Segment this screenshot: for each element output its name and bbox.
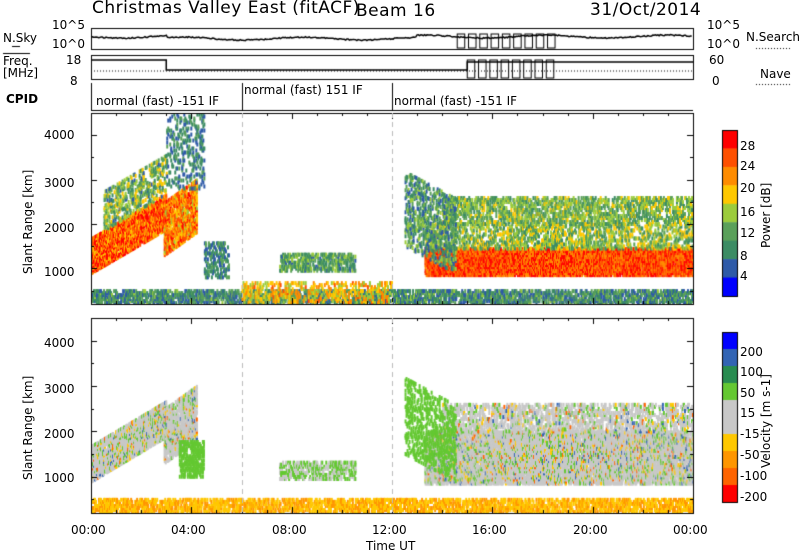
power-cb-tick-20: 20: [740, 181, 756, 195]
xtick-0: 00:00: [71, 523, 106, 537]
p2-ytick-2000: 2000: [44, 427, 75, 441]
xlabel: Time UT: [366, 539, 416, 553]
nsky-label: N.Sky: [3, 31, 38, 45]
nave-label: Nave: [760, 67, 791, 81]
xtick-5: 20:00: [573, 523, 608, 537]
cpid-label: CPID: [6, 92, 39, 106]
nave-tick-high: 60: [709, 53, 725, 67]
plot-title: Christmas Valley East (fitACF): [92, 0, 360, 18]
power-cb-tick-12: 12: [740, 226, 756, 240]
xtick-2: 08:00: [272, 523, 307, 537]
power-cb-tick-24: 24: [740, 159, 756, 173]
nsky-tick-high: 10^5: [52, 18, 85, 32]
vel-cb-tick-neg200: -200: [740, 490, 768, 504]
p2-ytick-4000: 4000: [44, 336, 75, 350]
power-cb-tick-8: 8: [740, 249, 748, 263]
date-label: 31/Oct/2014: [590, 0, 702, 20]
vel-cb-tick-neg100: -100: [740, 469, 768, 483]
vel-cb-tick-200: 200: [740, 345, 763, 359]
power-cb-tick-16: 16: [740, 205, 756, 219]
mode-label-3: normal (fast) -151 IF: [394, 94, 518, 108]
power-cb-tick-4: 4: [740, 269, 748, 283]
xtick-3: 12:00: [372, 523, 407, 537]
vel-cb-label: Velocity [m s-1]: [759, 374, 773, 468]
nsky-tick-low: 10^0: [52, 37, 85, 51]
freq-label: Freq.: [3, 54, 33, 68]
mhz-label: [MHz]: [3, 66, 39, 80]
nsearch-label: N.Search: [746, 30, 800, 44]
p1-ytick-1000: 1000: [44, 265, 75, 279]
nsearch-tick-high: 10^5: [707, 18, 740, 32]
power-cb-label: Power [dB]: [759, 182, 773, 248]
p1-ytick-3000: 3000: [44, 176, 75, 190]
p1-ylabel: Slant Range [km]: [21, 169, 35, 274]
mode-label-1: normal (fast) -151 IF: [96, 94, 220, 108]
vel-cb-tick-15: 15: [740, 406, 756, 420]
xtick-4: 16:00: [472, 523, 507, 537]
vel-cb-tick-100: 100: [740, 365, 763, 379]
freq-tick-high: 18: [66, 53, 82, 67]
vel-cb-tick-neg50: -50: [740, 448, 760, 462]
freq-tick-low: 8: [70, 74, 78, 88]
nave-tick-low: 0: [712, 74, 720, 88]
p1-ytick-4000: 4000: [44, 128, 75, 142]
xtick-6: 00:00: [673, 523, 708, 537]
vel-cb-tick-50: 50: [740, 386, 756, 400]
xtick-1: 04:00: [171, 523, 206, 537]
p2-ytick-1000: 1000: [44, 471, 75, 485]
p2-ylabel: Slant Range [km]: [21, 375, 35, 480]
nsearch-tick-low: 10^0: [707, 37, 740, 51]
p1-ytick-2000: 2000: [44, 221, 75, 235]
vel-cb-tick-neg15: -15: [740, 427, 760, 441]
power-cb-tick-28: 28: [740, 139, 756, 153]
mode-label-2: normal (fast) 151 IF: [244, 83, 363, 97]
p2-ytick-3000: 3000: [44, 382, 75, 396]
beam-label: Beam 16: [356, 1, 436, 21]
